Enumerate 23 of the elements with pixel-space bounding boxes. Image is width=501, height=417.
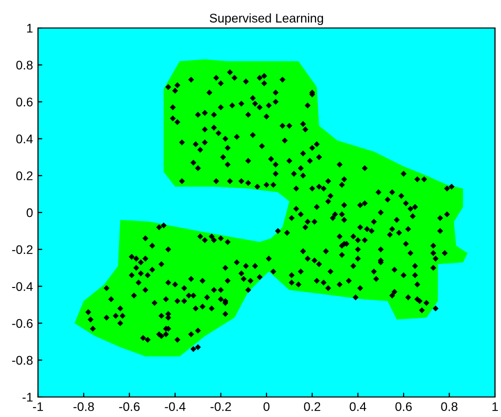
- y-tick-label: -0.2: [12, 245, 33, 254]
- chart-title: Supervised Learning: [210, 13, 324, 26]
- x-tick-label: 0: [264, 402, 270, 412]
- y-tick-label: -1: [22, 392, 33, 402]
- y-tick-label: -0.8: [12, 356, 33, 365]
- x-tick-label: -0.2: [210, 402, 231, 412]
- y-tick-label: 0: [26, 208, 33, 218]
- x-tick-label: 0.6: [395, 402, 412, 412]
- y-tick-label: -0.4: [12, 282, 33, 291]
- x-tick-label: 0.2: [304, 402, 320, 412]
- x-tick-label: -0.4: [164, 402, 186, 412]
- y-tick-label: 0.8: [16, 60, 33, 70]
- y-tick-label: 0.6: [16, 98, 33, 106]
- y-tick-label: 0.4: [16, 134, 33, 144]
- x-tick-label: -0.8: [73, 402, 94, 412]
- x-tick-label: 1: [492, 402, 498, 411]
- y-tick-label: -0.6: [12, 319, 33, 328]
- y-tick-label: 0.2: [16, 171, 33, 180]
- x-tick-label: -0.6: [119, 402, 140, 412]
- x-tick-label: 0.4: [350, 402, 366, 412]
- x-tick-label: 0.8: [441, 402, 458, 412]
- x-tick-label: -1: [33, 402, 43, 411]
- y-tick-label: 1: [27, 24, 33, 33]
